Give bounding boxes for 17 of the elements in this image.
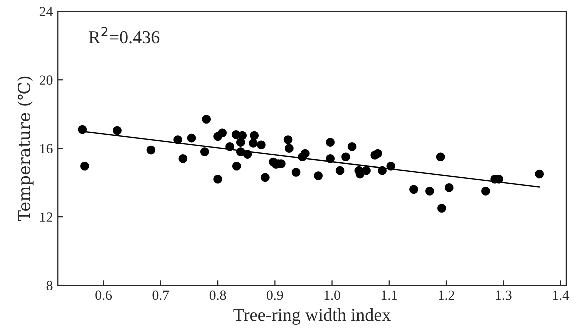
x-tick-label: 1.1: [382, 290, 398, 300]
x-tick-label: 1.0: [324, 290, 340, 300]
x-tick-label: 0.9: [267, 290, 284, 300]
y-tick-label: 24: [40, 7, 54, 16]
y-tick-label: 12: [40, 212, 52, 222]
x-tick-label: 1.3: [496, 290, 512, 300]
y-tick-label: 8: [46, 281, 53, 290]
x-tick-label: 0.7: [152, 290, 170, 300]
x-tick-label: 1.4: [553, 290, 570, 300]
x-tick-label: 0.8: [210, 290, 226, 300]
y-axis-title: Temperature (℃): [18, 76, 34, 222]
x-tick-label: 1.2: [439, 290, 454, 300]
y-tick-label: 16: [40, 144, 53, 154]
x-axis-title: Tree-ring width index: [234, 308, 391, 325]
y-tick-label: 20: [40, 76, 53, 86]
x-tick-label: 0.6: [96, 290, 112, 300]
annotation: R$^{2}$=0.436: [89, 27, 160, 44]
